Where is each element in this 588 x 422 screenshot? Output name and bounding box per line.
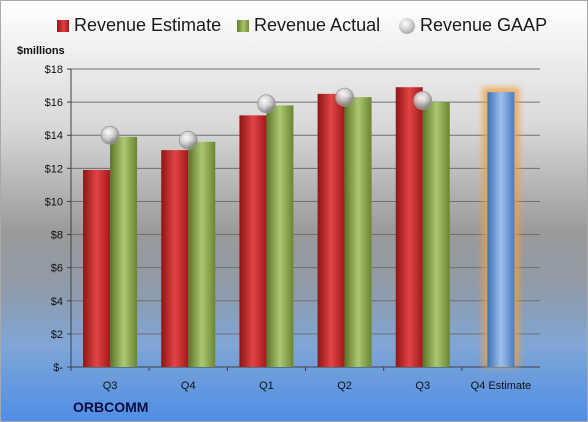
chart-legend: Revenue Estimate Revenue Actual Revenue … xyxy=(1,15,587,43)
bar-estimate xyxy=(161,150,189,367)
y-tick-label: $12 xyxy=(45,163,63,175)
y-tick-label: $8 xyxy=(51,230,63,242)
legend-swatch-actual xyxy=(237,19,249,32)
bar-actual xyxy=(110,136,138,367)
gaap-marker xyxy=(413,91,433,110)
tick-labels: $- $2 $4 $6 $8 $10 $12 $14 $16 $18 Q3 Q4 Q1 Q2 Q3 Q4 Es… xyxy=(45,64,532,392)
y-tick-label: $14 xyxy=(45,130,63,142)
legend-item-gaap: Revenue GAAP xyxy=(399,15,547,36)
legend-swatch-gaap xyxy=(399,17,415,34)
bar-estimate xyxy=(239,115,267,367)
x-tick-label: Q3 xyxy=(415,380,430,392)
axes xyxy=(67,68,540,371)
gaap-marker xyxy=(100,125,120,145)
y-tick-label: $6 xyxy=(51,263,63,275)
legend-label-actual: Revenue Actual xyxy=(254,15,381,35)
y-tick-label: $10 xyxy=(45,196,63,208)
legend-label-gaap: Revenue GAAP xyxy=(420,15,548,35)
bar-estimate xyxy=(83,169,111,367)
y-tick-label: $4 xyxy=(51,296,63,308)
gaap-marker xyxy=(257,94,276,114)
y-axis-units-label: $millions xyxy=(17,45,65,57)
x-tick-label: Q4 xyxy=(181,380,196,392)
y-tick-label: $- xyxy=(53,362,63,374)
legend-label-estimate: Revenue Estimate xyxy=(74,15,222,35)
x-tick-label: Q2 xyxy=(337,380,352,392)
bar-actual xyxy=(422,102,450,367)
y-tick-label: $18 xyxy=(45,64,63,76)
x-tick-label: Q3 xyxy=(103,380,118,392)
bar-estimate xyxy=(395,87,423,367)
x-tick-label: Q1 xyxy=(259,380,274,392)
bar-estimate-forecast xyxy=(487,92,515,367)
gaap-marker xyxy=(335,87,354,107)
bar-actual xyxy=(266,105,294,367)
bar-actual xyxy=(188,141,216,367)
y-tick-label: $2 xyxy=(51,329,63,341)
bars xyxy=(83,87,520,368)
company-name: ORBCOMM xyxy=(73,399,149,415)
gridlines xyxy=(71,68,540,368)
legend-item-estimate: Revenue Estimate xyxy=(57,15,221,36)
gaap-markers xyxy=(100,87,433,150)
y-tick-label: $16 xyxy=(45,97,63,109)
legend-item-actual: Revenue Actual xyxy=(237,15,380,36)
bar-estimate xyxy=(317,93,345,367)
x-tick-label: Q4 Estimate xyxy=(471,380,532,392)
bar-actual xyxy=(344,97,372,368)
gaap-marker xyxy=(178,130,198,150)
legend-swatch-estimate xyxy=(57,19,69,32)
